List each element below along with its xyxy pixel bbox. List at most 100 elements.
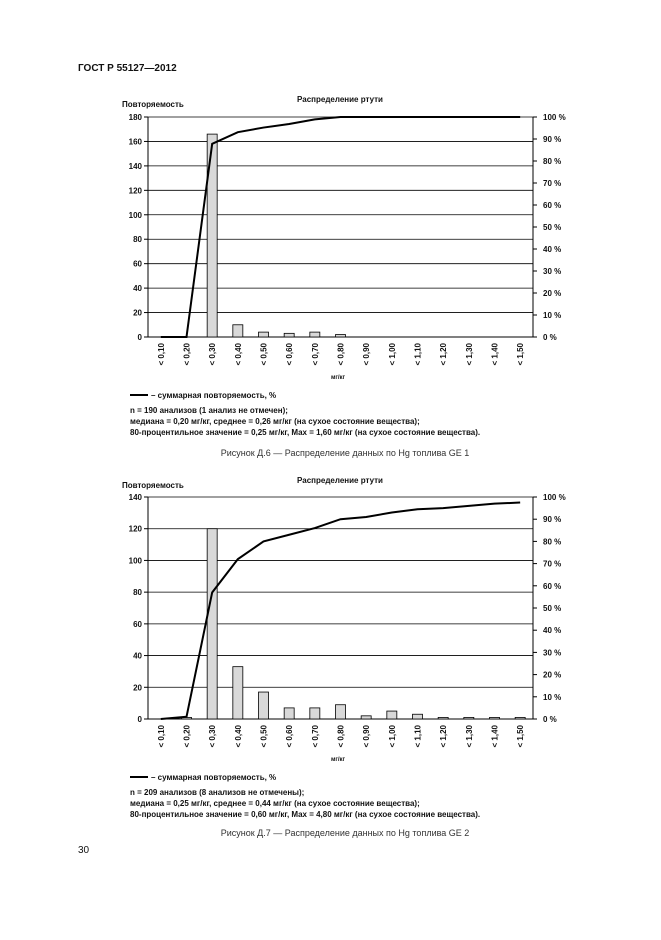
- bar: [386, 710, 398, 720]
- y-tick-label: 120: [129, 525, 143, 534]
- y2-tick-label: 0 %: [543, 715, 557, 724]
- y2-tick-label: 70 %: [543, 179, 561, 188]
- y-tick-label: 20: [133, 309, 142, 318]
- header: ГОСТ Р 55127—2012: [78, 63, 177, 74]
- x-tick-label: < 1,30: [465, 342, 474, 365]
- x-axis-title: мг/кг: [331, 757, 346, 763]
- bar: [489, 717, 500, 720]
- bar: [514, 717, 526, 720]
- x-tick-label: < 0,50: [260, 342, 269, 365]
- y2-tick-label: 70 %: [543, 560, 561, 569]
- page-number: 30: [78, 845, 90, 856]
- bar: [283, 707, 295, 720]
- x-tick-label: < 0,70: [311, 724, 320, 747]
- bar: [335, 334, 346, 338]
- x-tick-label: < 1,50: [516, 342, 525, 365]
- x-tick-label: < 0,30: [208, 724, 217, 747]
- y2-tick-label: 90 %: [543, 135, 561, 144]
- y-tick-label: 80: [133, 588, 142, 597]
- x-tick-label: < 1,10: [414, 724, 423, 747]
- x-tick-label: < 0,20: [183, 342, 192, 365]
- legend-label: – суммарная повторяемость, %: [151, 773, 276, 782]
- x-tick-label: < 0,90: [362, 342, 371, 365]
- y-tick-label: 40: [133, 284, 142, 293]
- x-tick-label: < 0,40: [234, 724, 243, 747]
- y2-tick-label: 80 %: [543, 157, 561, 166]
- y-tick-label: 80: [133, 235, 142, 244]
- y-tick-label: 120: [129, 186, 143, 195]
- y-tick-label: 20: [133, 683, 142, 692]
- y2-tick-label: 80 %: [543, 537, 561, 546]
- bar: [283, 332, 295, 338]
- x-axis-title: мг/кг: [331, 375, 346, 381]
- x-tick-label: < 0,50: [260, 724, 269, 747]
- x-tick-label: < 0,20: [183, 724, 192, 747]
- chart-title: Распределение ртути: [297, 95, 383, 104]
- bar: [437, 717, 449, 720]
- y-tick-label: 140: [129, 162, 143, 171]
- x-tick-label: < 1,40: [491, 342, 500, 365]
- bar: [309, 331, 321, 338]
- y2-tick-label: 90 %: [543, 515, 561, 524]
- note: 80-процентильное значение = 0,60 мг/кг, …: [130, 810, 480, 819]
- y-tick-label: 60: [133, 260, 142, 269]
- y2-tick-label: 40 %: [543, 245, 561, 254]
- bar: [309, 707, 321, 720]
- legend-label: – суммарная повторяемость, %: [151, 391, 276, 400]
- y-axis-title: Повторяемость: [122, 481, 184, 490]
- bar: [206, 133, 218, 338]
- x-tick-label: < 0,30: [208, 342, 217, 365]
- note: n = 190 анализов (1 анализ не отмечен);: [130, 406, 288, 415]
- x-tick-label: < 1,40: [491, 724, 500, 747]
- y-axis-title: Повторяемость: [122, 100, 184, 109]
- x-tick-label: < 1,30: [465, 724, 474, 747]
- bar: [412, 713, 423, 720]
- y2-tick-label: 60 %: [543, 582, 561, 591]
- x-tick-label: < 1,10: [414, 342, 423, 365]
- y2-tick-label: 60 %: [543, 201, 561, 210]
- y-tick-label: 40: [133, 652, 142, 661]
- bar: [232, 666, 244, 720]
- x-tick-label: < 0,80: [337, 724, 346, 747]
- y2-tick-label: 30 %: [543, 267, 561, 276]
- y2-tick-label: 20 %: [543, 289, 561, 298]
- y2-tick-label: 30 %: [543, 648, 561, 657]
- note: медиана = 0,25 мг/кг, среднее = 0,44 мг/…: [130, 799, 420, 808]
- y-tick-label: 100: [129, 556, 143, 565]
- caption: Рисунок Д.6 — Распределение данных по Hg…: [221, 448, 470, 458]
- x-tick-label: < 0,70: [311, 342, 320, 365]
- note: медиана = 0,20 мг/кг, среднее = 0,26 мг/…: [130, 417, 420, 426]
- bar: [258, 691, 269, 720]
- x-tick-label: < 0,10: [157, 342, 166, 365]
- cumulative-line: [160, 501, 521, 720]
- y-tick-label: 0: [138, 333, 143, 342]
- x-tick-label: < 1,20: [439, 724, 448, 747]
- x-tick-label: < 1,20: [439, 342, 448, 365]
- y-tick-label: 0: [138, 715, 143, 724]
- chart-title: Распределение ртути: [297, 476, 383, 485]
- cumulative-line: [160, 116, 521, 338]
- y2-tick-label: 10 %: [543, 311, 561, 320]
- caption: Рисунок Д.7 — Распределение данных по Hg…: [221, 828, 470, 838]
- y2-tick-label: 10 %: [543, 693, 561, 702]
- y-tick-label: 60: [133, 620, 142, 629]
- y-tick-label: 160: [129, 137, 143, 146]
- bar: [232, 324, 244, 338]
- y2-tick-label: 50 %: [543, 604, 561, 613]
- note: 80-процентильное значение = 0,25 мг/кг, …: [130, 428, 480, 437]
- note: n = 209 анализов (8 анализов не отмечены…: [130, 788, 304, 797]
- x-tick-label: < 0,60: [285, 724, 294, 747]
- y2-tick-label: 100 %: [543, 113, 566, 122]
- y2-tick-label: 50 %: [543, 223, 561, 232]
- bar: [258, 331, 269, 338]
- y-tick-label: 140: [129, 493, 143, 502]
- x-tick-label: < 0,90: [362, 724, 371, 747]
- x-tick-label: < 1,00: [388, 342, 397, 365]
- x-tick-label: < 1,00: [388, 724, 397, 747]
- y2-tick-label: 20 %: [543, 671, 561, 680]
- x-tick-label: < 0,10: [157, 724, 166, 747]
- bar: [360, 715, 372, 720]
- x-tick-label: < 0,80: [337, 342, 346, 365]
